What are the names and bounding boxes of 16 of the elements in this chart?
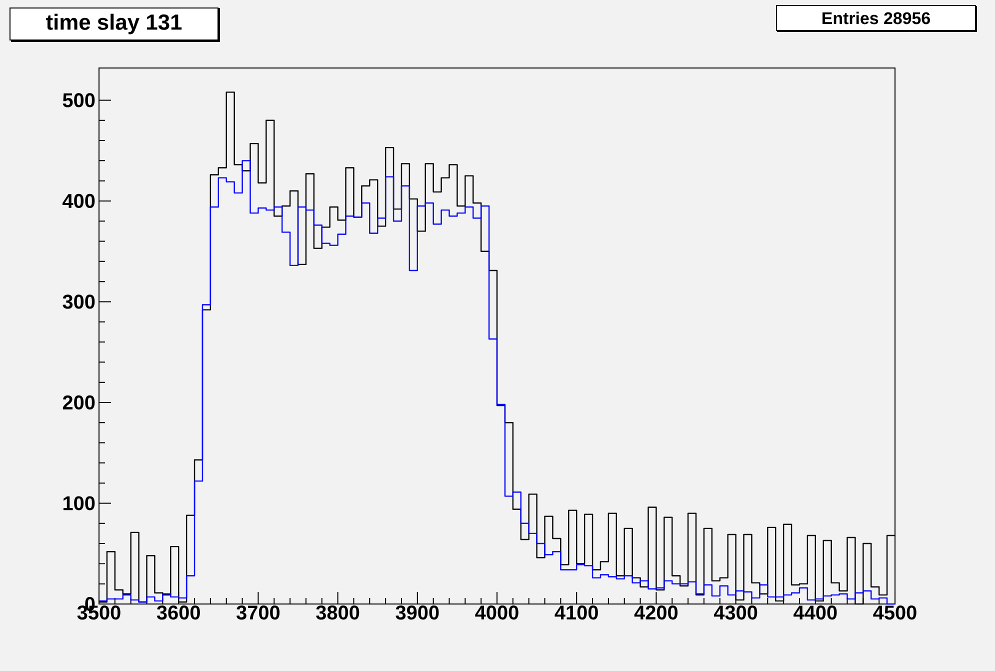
x-tick-label: 3700	[236, 606, 280, 620]
x-tick-label: 4200	[634, 606, 678, 620]
x-tick-label: 3800	[316, 606, 360, 620]
x-tick-label: 3900	[396, 606, 439, 620]
x-tick-label: 4300	[714, 606, 758, 620]
y-tick-label: 100	[63, 496, 95, 510]
x-tick-label: 4100	[554, 606, 598, 620]
x-tick-label: 3600	[156, 606, 200, 620]
y-tick-label: 400	[62, 194, 95, 208]
x-tick-label: 4400	[794, 606, 837, 620]
y-tick-label: 300	[62, 294, 95, 309]
x-tick-label: 4500	[873, 606, 916, 620]
y-tick-label: 200	[62, 395, 95, 410]
chart-title: time slay 131	[46, 14, 182, 34]
y-tick-label: 500	[62, 93, 95, 108]
x-tick-label: 4000	[475, 606, 518, 620]
